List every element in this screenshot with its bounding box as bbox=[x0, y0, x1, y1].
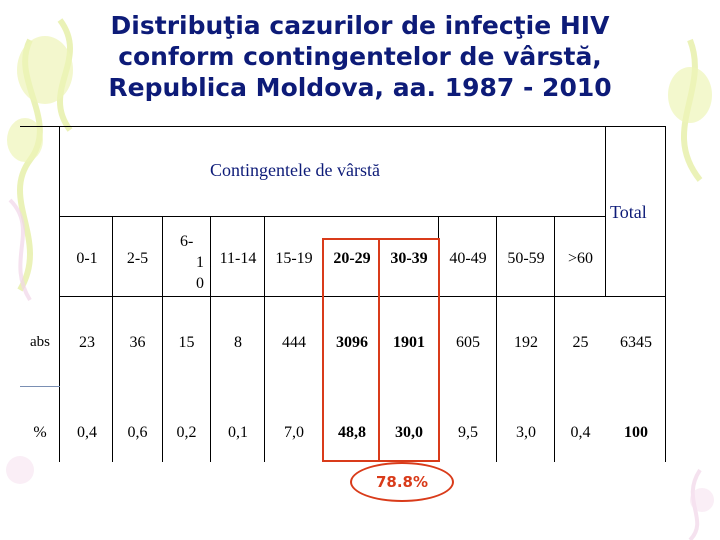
table-cell: 0,4 bbox=[570, 424, 591, 441]
table-cell: 192 bbox=[514, 334, 538, 351]
table-left-inner-border bbox=[59, 126, 60, 462]
group-header: Contingentele de vârstă bbox=[210, 160, 380, 180]
title-line-1: Distribuţia cazurilor de infecţie HIV bbox=[110, 11, 610, 40]
table-cell: 9,5 bbox=[458, 424, 478, 441]
col-divider bbox=[554, 216, 555, 462]
table-cell: 25 bbox=[572, 334, 589, 351]
highlight-col-30-39 bbox=[378, 238, 440, 462]
col-header: >60 bbox=[567, 250, 594, 267]
col-header: 11-14 bbox=[219, 250, 257, 267]
col-header: 15-19 bbox=[275, 250, 313, 267]
table-cell: 48,8 bbox=[338, 424, 366, 441]
col-divider bbox=[162, 216, 163, 462]
col-divider bbox=[264, 216, 265, 462]
col-header-part: 1 bbox=[196, 254, 204, 271]
table-cell: 8 bbox=[234, 334, 242, 351]
table-cell: 36 bbox=[129, 334, 146, 351]
table-cell: 0,2 bbox=[176, 424, 197, 441]
row-label-abs: abs bbox=[30, 334, 50, 350]
table-cell: 0,4 bbox=[77, 424, 97, 441]
table-cell-total: 100 bbox=[624, 424, 648, 441]
table-cell: 3,0 bbox=[516, 424, 536, 441]
col-header: 2-5 bbox=[126, 250, 149, 267]
table-cell: 23 bbox=[79, 334, 95, 351]
highlight-percent-label: 78.8% bbox=[375, 473, 429, 491]
table-cell: 0,6 bbox=[127, 424, 148, 441]
col-divider bbox=[210, 216, 211, 462]
title-line-3: Republica Moldova, aa. 1987 - 2010 bbox=[108, 73, 612, 102]
row-label-percent: % bbox=[33, 424, 47, 441]
row-divider bbox=[20, 386, 60, 387]
total-column-divider bbox=[605, 126, 606, 296]
col-header: 50-59 bbox=[507, 250, 545, 267]
group-header-divider bbox=[59, 216, 605, 217]
header-bottom-border bbox=[59, 296, 666, 297]
table-cell: 3096 bbox=[336, 334, 368, 351]
col-header-6-10: 6- 1 0 bbox=[180, 231, 220, 294]
col-divider bbox=[112, 216, 113, 462]
table-cell: 0,1 bbox=[228, 424, 248, 441]
col-divider bbox=[496, 216, 497, 462]
highlight-percent-oval: 78.8% bbox=[350, 462, 454, 502]
table-cell: 605 bbox=[456, 334, 480, 351]
col-header-part: 6- bbox=[180, 233, 194, 250]
table-cell: 15 bbox=[178, 334, 195, 351]
table-right-border bbox=[665, 126, 666, 462]
col-header-part: 0 bbox=[196, 275, 204, 292]
col-header: 40-49 bbox=[449, 250, 487, 267]
col-header: 0-1 bbox=[76, 250, 98, 267]
table-cell: 444 bbox=[282, 334, 306, 351]
table-cell-total: 6345 bbox=[620, 334, 652, 351]
table-top-border bbox=[20, 126, 666, 127]
table-cell: 7,0 bbox=[284, 424, 304, 441]
title-line-2: conform contingentelor de vârstă, bbox=[118, 42, 602, 71]
table-cell: 30,0 bbox=[395, 424, 423, 441]
total-header: Total bbox=[610, 202, 647, 222]
page-title: Distribuţia cazurilor de infecţie HIV co… bbox=[40, 10, 680, 103]
col-header: 20-29 bbox=[333, 250, 371, 267]
table-cell: 1901 bbox=[393, 334, 425, 351]
col-header: 30-39 bbox=[390, 250, 428, 267]
